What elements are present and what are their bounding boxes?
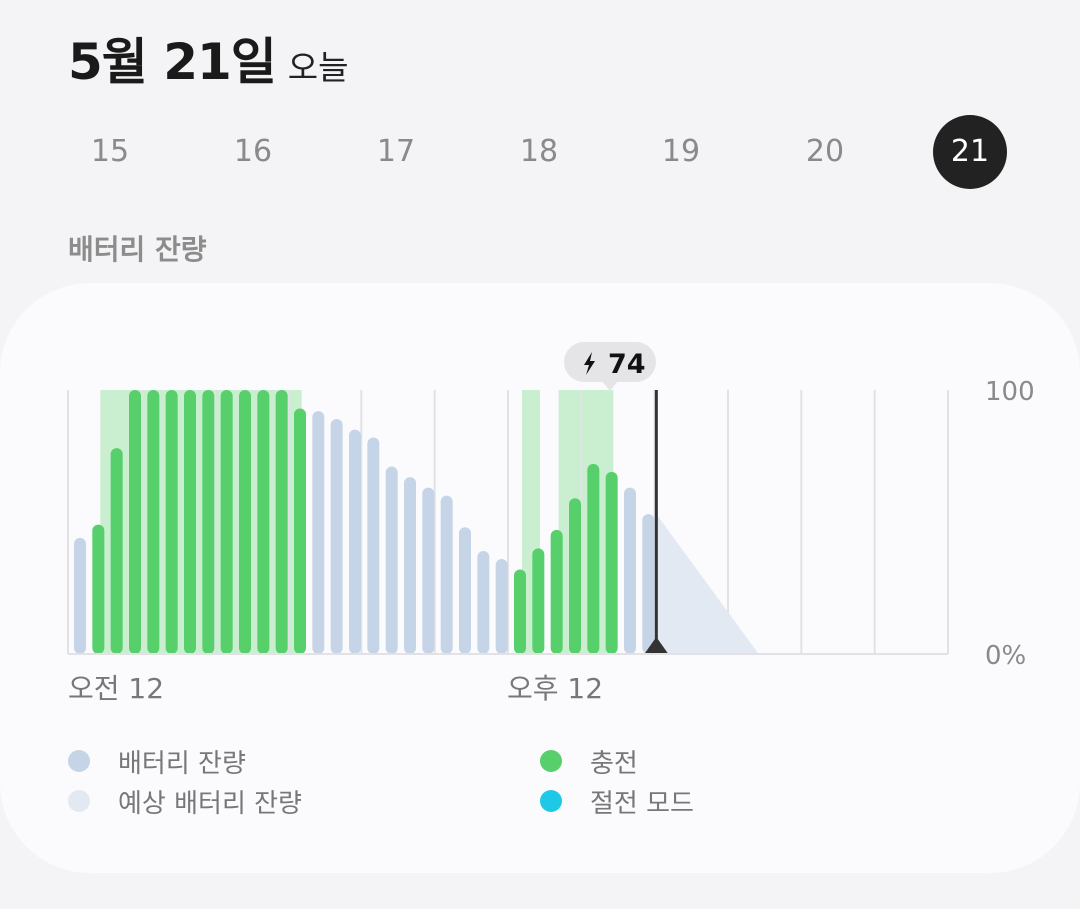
chart-bar-charging bbox=[514, 569, 526, 654]
charge-bubble-pointer bbox=[602, 381, 618, 391]
date-title: 5월 21일 bbox=[68, 33, 277, 91]
current-time-marker bbox=[644, 637, 669, 654]
x-label-noon: 오후 12 bbox=[507, 672, 603, 705]
chart-bar-charging bbox=[202, 390, 215, 654]
legend-left: 배터리 잔량 예상 배터리 잔량 bbox=[68, 741, 302, 821]
chart-bar-battery bbox=[440, 495, 453, 654]
date-header: 5월 21일 오늘 bbox=[68, 22, 349, 94]
day-19[interactable]: 19 bbox=[661, 134, 701, 169]
today-label: 오늘 bbox=[287, 48, 349, 87]
legend-item-battery: 배터리 잔량 bbox=[68, 741, 302, 781]
chart-bar-battery bbox=[74, 537, 86, 654]
chart-bar-charging bbox=[184, 390, 196, 654]
chart-bar-battery bbox=[330, 419, 343, 654]
legend-label-battery: 배터리 잔량 bbox=[118, 748, 246, 779]
chart-bar-charging bbox=[294, 408, 306, 654]
legend-dot-power-saving bbox=[540, 790, 562, 812]
chart-bar-charging bbox=[165, 390, 178, 654]
chart-bar-charging bbox=[550, 529, 563, 654]
day-selector: 15 16 17 18 19 20 21 bbox=[60, 115, 1020, 189]
charging-period-shade bbox=[558, 390, 614, 654]
legend-label-power-saving: 절전 모드 bbox=[590, 788, 694, 819]
chart-bar-battery bbox=[642, 514, 655, 654]
legend-item-charging: 충전 bbox=[540, 741, 694, 781]
chart-bar-battery bbox=[422, 487, 435, 654]
legend-dot-charging bbox=[540, 750, 562, 772]
x-label-midnight: 오전 12 bbox=[68, 672, 164, 705]
chart-bar-charging bbox=[220, 390, 233, 654]
chart-bar-battery bbox=[367, 437, 380, 654]
legend-right: 충전 절전 모드 bbox=[540, 741, 694, 821]
legend-dot-battery bbox=[68, 750, 90, 772]
chart-bar-charging bbox=[92, 524, 105, 654]
chart-bar-battery bbox=[349, 429, 361, 654]
chart-bar-battery bbox=[495, 558, 508, 654]
legend-label-charging: 충전 bbox=[590, 748, 638, 779]
battery-chart: 74 100 0% 오전 12 오후 12 bbox=[67, 342, 1035, 705]
legend-item-power-saving: 절전 모드 bbox=[540, 781, 694, 821]
chart-bar-charging bbox=[569, 498, 581, 654]
lightning-icon bbox=[584, 352, 595, 375]
legend-dot-predicted bbox=[68, 790, 90, 812]
chart-bar-battery bbox=[624, 487, 636, 654]
chart-bar-battery bbox=[312, 411, 325, 654]
chart-bar-battery bbox=[459, 527, 471, 654]
day-21-selected[interactable]: 21 bbox=[933, 115, 1007, 189]
y-tick-100: 100 bbox=[985, 377, 1035, 407]
day-17[interactable]: 17 bbox=[376, 134, 416, 169]
chart-bar-battery bbox=[404, 477, 416, 654]
section-title: 배터리 잔량 bbox=[68, 233, 207, 266]
chart-bar-charging bbox=[239, 390, 251, 654]
legend-label-predicted: 예상 배터리 잔량 bbox=[118, 788, 302, 819]
y-tick-0: 0% bbox=[985, 641, 1026, 671]
day-20[interactable]: 20 bbox=[805, 134, 845, 169]
chart-bar-charging bbox=[257, 390, 270, 654]
chart-bar-battery bbox=[477, 551, 490, 654]
day-18[interactable]: 18 bbox=[519, 134, 559, 169]
chart-bar-charging bbox=[605, 471, 618, 654]
chart-bar-battery bbox=[385, 466, 398, 654]
day-15[interactable]: 15 bbox=[90, 134, 130, 169]
charge-bubble-label: 74 bbox=[608, 349, 646, 380]
legend-item-predicted: 예상 배터리 잔량 bbox=[68, 781, 302, 821]
day-16[interactable]: 16 bbox=[233, 134, 273, 169]
chart-bar-charging bbox=[587, 463, 600, 654]
chart-bar-charging bbox=[532, 548, 545, 654]
chart-bar-charging bbox=[275, 390, 288, 654]
battery-chart-card: 74 100 0% 오전 12 오후 12 배터리 잔량 예상 배터리 잔량 충전 절전… bbox=[0, 283, 1080, 873]
predicted-battery-area bbox=[656, 514, 759, 654]
chart-bar-charging bbox=[110, 448, 123, 654]
chart-bar-charging bbox=[147, 390, 160, 654]
chart-bar-charging bbox=[129, 390, 141, 654]
